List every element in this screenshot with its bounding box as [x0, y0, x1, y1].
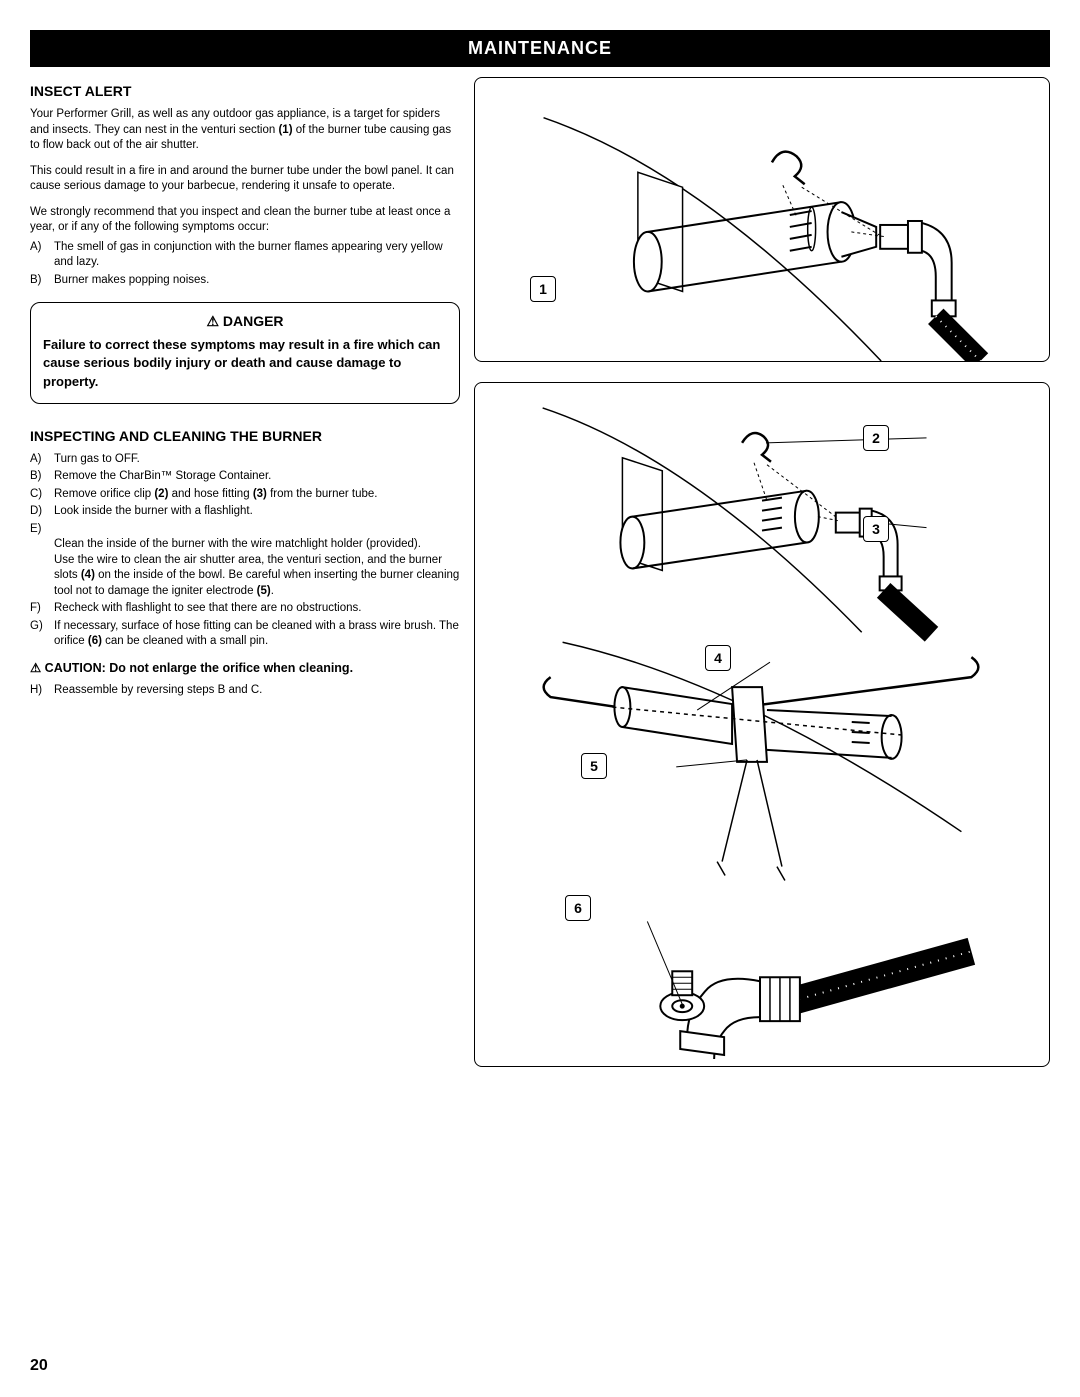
- list-text: Clean the inside of the burner with the …: [54, 522, 460, 600]
- list-text: Remove the CharBin™ Storage Container.: [54, 469, 460, 485]
- callout-num: 5: [590, 758, 598, 774]
- list-letter: B): [30, 469, 54, 485]
- list-text: Remove orifice clip (2) and hose fitting…: [54, 487, 460, 503]
- figure-2: 2 3 4 5 6: [474, 382, 1050, 1067]
- callout-6: 6: [565, 895, 591, 921]
- text: can be cleaned with a small pin.: [102, 635, 268, 647]
- list-item: D) Look inside the burner with a flashli…: [30, 504, 460, 520]
- callout-num: 6: [574, 900, 582, 916]
- callout-1: 1: [530, 276, 556, 302]
- danger-heading: ⚠ DANGER: [43, 313, 447, 330]
- callout-num: 2: [872, 430, 880, 446]
- right-column: 1: [474, 77, 1050, 1067]
- list-letter: C): [30, 487, 54, 503]
- list-letter: E): [30, 522, 54, 600]
- ref: (2): [154, 488, 168, 500]
- danger-box: ⚠ DANGER Failure to correct these sympto…: [30, 302, 460, 404]
- list-letter: G): [30, 619, 54, 650]
- list-text: Burner makes popping noises.: [54, 273, 460, 289]
- list-item: A) Turn gas to OFF.: [30, 452, 460, 468]
- list-item: C) Remove orifice clip (2) and hose fitt…: [30, 487, 460, 503]
- list-letter: A): [30, 240, 54, 271]
- list-text: The smell of gas in conjunction with the…: [54, 240, 460, 271]
- callout-4: 4: [705, 645, 731, 671]
- list-item: B) Burner makes popping noises.: [30, 273, 460, 289]
- list-text: Reassemble by reversing steps B and C.: [54, 683, 460, 699]
- list-item: G) If necessary, surface of hose fitting…: [30, 619, 460, 650]
- list-item: E) Clean the inside of the burner with t…: [30, 522, 460, 600]
- list-letter: F): [30, 601, 54, 617]
- text: and hose fitting: [168, 488, 252, 500]
- list-item: B) Remove the CharBin™ Storage Container…: [30, 469, 460, 485]
- content-columns: INSECT ALERT Your Performer Grill, as we…: [30, 77, 1050, 1067]
- list-item: A) The smell of gas in conjunction with …: [30, 240, 460, 271]
- callout-num: 3: [872, 521, 880, 537]
- text: from the burner tube.: [267, 488, 378, 500]
- list-letter: B): [30, 273, 54, 289]
- list-letter: A): [30, 452, 54, 468]
- danger-text: Failure to correct these symptoms may re…: [43, 336, 447, 391]
- callout-5: 5: [581, 753, 607, 779]
- list-text: Recheck with flashlight to see that ther…: [54, 601, 460, 617]
- insect-alert-p2: This could result in a fire in and aroun…: [30, 164, 460, 195]
- text: Remove orifice clip: [54, 488, 154, 500]
- header-title: MAINTENANCE: [468, 38, 612, 58]
- figure-1: 1: [474, 77, 1050, 362]
- figure-1-svg: [475, 78, 1049, 361]
- ref: (3): [253, 488, 267, 500]
- ref: (4): [81, 569, 95, 581]
- list-text: Look inside the burner with a flashlight…: [54, 504, 460, 520]
- insect-alert-heading: INSECT ALERT: [30, 83, 460, 99]
- text: .: [271, 585, 274, 597]
- ref-1: (1): [278, 124, 292, 136]
- list-text: Turn gas to OFF.: [54, 452, 460, 468]
- insect-alert-p3: We strongly recommend that you inspect a…: [30, 205, 460, 236]
- page-number: 20: [30, 1357, 48, 1375]
- caution-line: ⚠ CAUTION: Do not enlarge the orifice wh…: [30, 660, 460, 675]
- callout-num: 1: [539, 281, 547, 297]
- header-bar: MAINTENANCE: [30, 30, 1050, 67]
- ref: (6): [88, 635, 102, 647]
- callout-3: 3: [863, 516, 889, 542]
- ref: (5): [257, 585, 271, 597]
- inspect-list: A) Turn gas to OFF. B) Remove the CharBi…: [30, 452, 460, 650]
- list-letter: H): [30, 683, 54, 699]
- callout-2: 2: [863, 425, 889, 451]
- callout-num: 4: [714, 650, 722, 666]
- inspect-list-h: H) Reassemble by reversing steps B and C…: [30, 683, 460, 699]
- list-item: H) Reassemble by reversing steps B and C…: [30, 683, 460, 699]
- figure-2-svg: [475, 383, 1049, 1066]
- symptom-list: A) The smell of gas in conjunction with …: [30, 240, 460, 289]
- left-column: INSECT ALERT Your Performer Grill, as we…: [30, 77, 460, 1067]
- inspect-heading: INSPECTING AND CLEANING THE BURNER: [30, 428, 460, 444]
- list-letter: D): [30, 504, 54, 520]
- insect-alert-p1: Your Performer Grill, as well as any out…: [30, 107, 460, 154]
- list-text: If necessary, surface of hose fitting ca…: [54, 619, 460, 650]
- list-item: F) Recheck with flashlight to see that t…: [30, 601, 460, 617]
